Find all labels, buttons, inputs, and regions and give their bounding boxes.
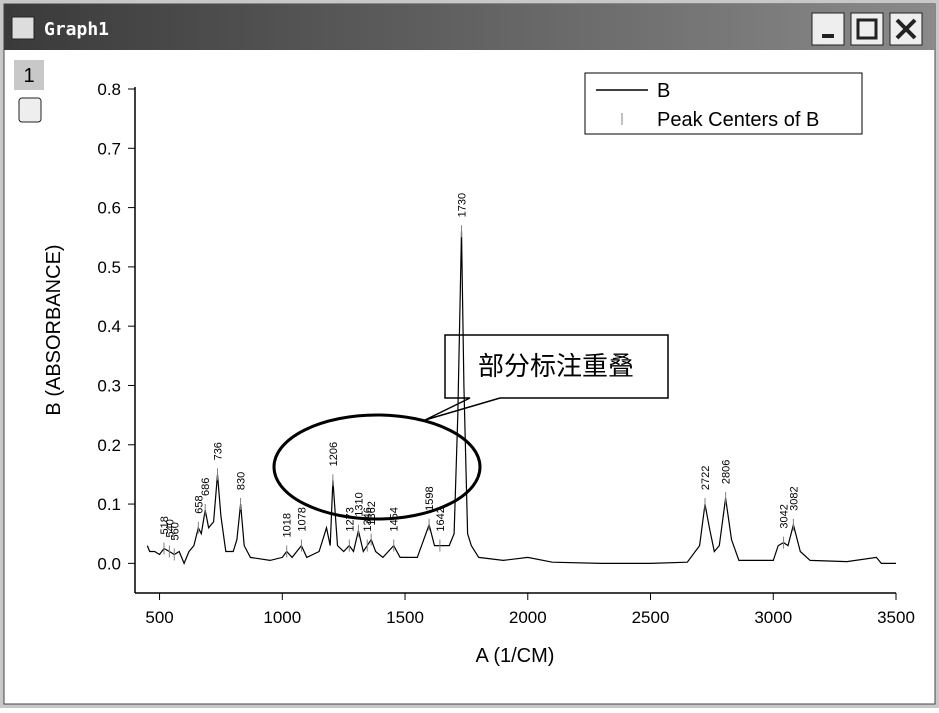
minimize-icon <box>822 34 834 38</box>
callout-text: 部分标注重叠 <box>478 352 634 382</box>
window-icon <box>11 16 35 40</box>
y-tick-label: 0.1 <box>97 495 121 514</box>
y-tick-label: 0.7 <box>97 139 121 158</box>
title-bar <box>4 4 935 50</box>
peak-label: 658 <box>193 495 205 513</box>
legend-label: Peak Centers of B <box>657 109 819 131</box>
x-tick-label: 3000 <box>754 608 792 627</box>
peak-label: 1362 <box>366 501 378 525</box>
peak-label: 3042 <box>779 504 791 528</box>
legend <box>584 72 863 135</box>
peak-label: 1730 <box>456 193 468 217</box>
x-tick-label: 3500 <box>877 608 915 627</box>
x-axis-label: A (1/CM) <box>476 645 555 667</box>
y-tick-label: 0.5 <box>97 258 121 277</box>
peak-label: 736 <box>212 442 224 460</box>
peak-label: 2806 <box>721 460 733 484</box>
y-tick-label: 0.2 <box>97 436 121 455</box>
y-tick-label: 0.0 <box>97 554 121 573</box>
minimize-button[interactable] <box>811 12 845 46</box>
peak-label: 2722 <box>700 466 712 490</box>
maximize-icon <box>856 18 878 40</box>
layer-number: 1 <box>23 65 34 87</box>
peak-label: 1018 <box>282 513 294 537</box>
legend-label: B <box>657 80 670 102</box>
peak-label: 1454 <box>389 507 401 531</box>
peak-label: 1310 <box>353 492 365 516</box>
peak-label: 830 <box>236 472 248 490</box>
maximize-button[interactable] <box>850 12 884 46</box>
x-tick-label: 1000 <box>263 608 301 627</box>
x-tick-label: 2000 <box>509 608 547 627</box>
y-tick-label: 0.4 <box>97 317 121 336</box>
window-title: Graph1 <box>44 19 109 40</box>
y-tick-label: 0.3 <box>97 376 121 395</box>
y-axis-label: B (ABSORBANCE) <box>43 244 65 415</box>
y-tick-label: 0.8 <box>97 80 121 99</box>
peak-label: 540 <box>164 519 176 537</box>
peak-label: 1206 <box>328 442 340 466</box>
x-tick-label: 500 <box>145 608 173 627</box>
peak-label: 1642 <box>435 507 447 531</box>
peak-label: 560 <box>169 522 181 540</box>
x-tick-label: 2500 <box>632 608 670 627</box>
peak-label: 1598 <box>424 486 436 510</box>
y-tick-label: 0.6 <box>97 199 121 218</box>
highlight-ellipse <box>272 413 482 521</box>
close-icon <box>895 18 917 40</box>
peak-label: 1346 <box>362 507 374 531</box>
window-buttons <box>811 12 923 46</box>
x-tick-label: 1500 <box>386 608 424 627</box>
peak-label: 518 <box>159 516 171 534</box>
peak-label: 1273 <box>344 507 356 531</box>
peak-label: 1078 <box>296 507 308 531</box>
lock-icon[interactable] <box>18 97 42 123</box>
peak-label: 3082 <box>788 486 800 510</box>
callout-box <box>424 334 669 421</box>
peak-label: 686 <box>200 478 212 496</box>
layer-tab[interactable] <box>14 60 44 90</box>
